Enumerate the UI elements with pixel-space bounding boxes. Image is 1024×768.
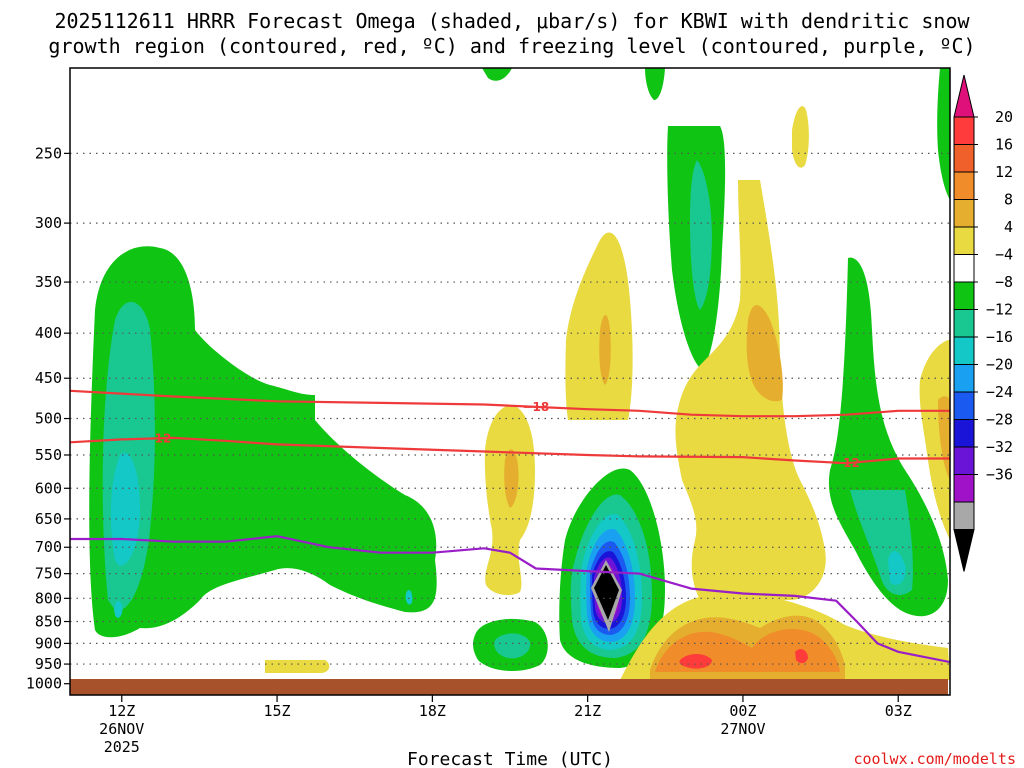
omega-sinking-col-21z [565,232,633,420]
omega-teal-lower-blob [494,633,531,659]
omega-sinking-lower-strip [265,660,330,673]
omega-sinking-col-01z [675,180,826,600]
y-tick-label-950: 950 [35,655,62,673]
colorbar-bottom-triangle [953,529,975,572]
y-tick-label-850: 850 [35,613,62,631]
contour-dendritic_18 [70,389,950,418]
omega-rising-right-edge [937,68,950,200]
colorbar-bin-8 [953,309,975,338]
y-tick-label-800: 800 [35,589,62,607]
y-tick-label-400: 400 [35,324,62,342]
colorbar-bin-11 [953,391,975,420]
x-tick-date-12Z: 26NOV [99,720,144,738]
colorbar-bin-3 [953,171,975,200]
y-tick-label-450: 450 [35,369,62,387]
colorbar-label-1: 16 [995,136,1013,154]
omega-sinking-core-20z [504,449,519,508]
omega-cyan-left [110,452,140,566]
x-tick-label-18Z: 18Z [419,702,446,720]
omega-sinking-core-01z [746,305,783,402]
contour-label-dendritic_12-0: −12 [145,431,172,445]
contour-freezing_level [70,535,950,664]
y-tick-label-600: 600 [35,479,62,497]
colorbar-top-triangle [953,74,975,118]
colorbar-label-8: −16 [986,328,1013,346]
omega-rising-region-left [89,246,437,638]
colorbar-bin-10 [953,364,975,393]
y-tick-label-250: 250 [35,144,62,162]
colorbar-bin-15 [953,501,975,530]
x-tick-label-15Z: 15Z [264,702,291,720]
colorbar-bin-4 [953,199,975,228]
contour-dendritic_12 [70,436,950,465]
y-tick-label-500: 500 [35,410,62,428]
colorbar-bin-7 [953,281,975,310]
omega-rising-top-1 [482,68,512,81]
colorbar-label-12: −32 [986,438,1013,456]
colorbar-label-0: 20 [995,108,1013,126]
x-axis-label: Forecast Time (UTC) [407,749,613,768]
x-tick-label-00Z: 00Z [729,702,756,720]
colorbar-label-10: −24 [986,383,1013,401]
colorbar-label-6: −8 [995,273,1013,291]
colorbar-bin-5 [953,226,975,255]
omega-sinking-top-02z [792,106,809,168]
y-tick-label-300: 300 [35,214,62,232]
colorbar-bin-12 [953,419,975,448]
omega-rising-right [828,257,948,617]
colorbar-label-5: −4 [995,246,1013,264]
omega-sinking-core-21z [599,315,611,385]
colorbar-bin-14 [953,474,975,503]
colorbar-label-3: 8 [1004,191,1013,209]
contour-label-dendritic_18-0: −18 [522,400,549,414]
omega-teal-upper-column [690,160,712,310]
omega-sinking-lower-red-1 [679,654,712,669]
colorbar-bin-13 [953,446,975,475]
colorbar-label-7: −12 [986,301,1013,319]
colorbar-label-11: −28 [986,411,1013,429]
y-tick-label-650: 650 [35,510,62,528]
plot-frame [69,67,951,696]
contour-lines: −18 −12 −12 [70,389,950,664]
contour-label-dendritic_12-1: −12 [833,456,860,470]
colorbar-bin-6 [953,254,975,283]
omega-core-black [594,565,619,620]
y-tick-label-750: 750 [35,565,62,583]
colorbar: 20 16 12 8 4 −4 −8 −12 −16 −20 −24 −28 −32 −36 [953,74,1013,572]
colorbar-label-13: −36 [986,466,1013,484]
omega-cyan-small [114,600,123,618]
y-tick-label-550: 550 [35,446,62,464]
y-tick-label-900: 900 [35,634,62,652]
omega-shading [89,68,950,680]
ground-surface [70,679,948,695]
x-tick-label-12Z: 12Z [108,702,135,720]
chart-title-line-2: growth region (contoured, red, ºC) and f… [48,34,975,58]
omega-teal-mid [405,590,413,605]
x-tick-date-00Z: 27NOV [720,720,765,738]
y-tick-label-700: 700 [35,538,62,556]
credit-text: coolwx.com/modelts [853,750,1016,768]
colorbar-bin-2 [953,144,975,173]
omega-cyan-right [888,550,906,585]
x-tick-label-21Z: 21Z [574,702,601,720]
y-axis: 250 300 350 400 450 500 550 600 650 700 750 800 850 9… [26,144,70,693]
x-tick-label-03Z: 03Z [885,702,912,720]
colorbar-bin-9 [953,336,975,365]
colorbar-label-4: 4 [1004,218,1013,236]
y-tick-label-1000: 1000 [26,675,62,693]
x-tick-year-12Z: 2025 [104,738,140,756]
y-tick-label-350: 350 [35,273,62,291]
colorbar-bin-1 [953,116,975,145]
omega-sinking-right [919,340,950,540]
omega-rising-top-2 [645,68,665,100]
colorbar-label-9: −20 [986,356,1013,374]
chart-title-line-1: 2025112611 HRRR Forecast Omega (shaded, … [54,9,970,33]
colorbar-label-2: 12 [995,163,1013,181]
omega-sinking-lower-red-2 [795,649,808,664]
